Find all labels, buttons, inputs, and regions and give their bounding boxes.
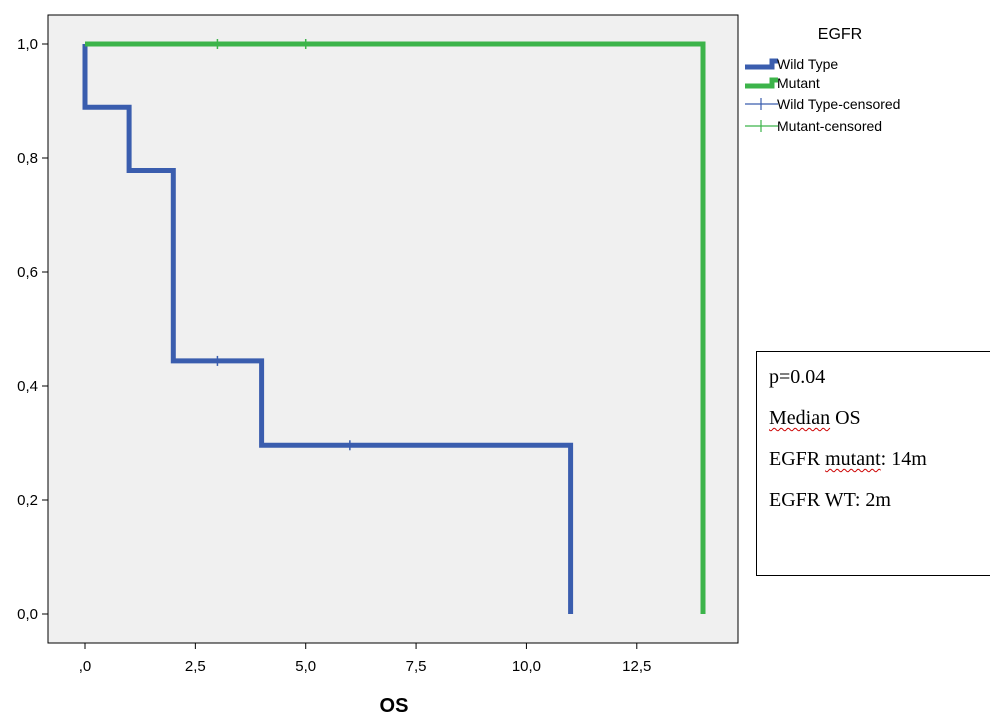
median-word: Median — [769, 407, 831, 429]
x-axis: ,0 2,5 5,0 7,5 10,0 12,5 — [79, 643, 651, 675]
wt-median-text: EGFR WT: 2m — [769, 489, 891, 511]
legend: EGFR Wild Type Mutant Wild Type-censored Mu… — [745, 26, 900, 134]
legend-label: Wild Type — [777, 56, 838, 72]
y-tick-label: 0,6 — [17, 264, 38, 281]
p-value-text: p=0.04 — [769, 366, 826, 388]
y-tick-label: 0,2 — [17, 492, 38, 509]
median-title-rest: OS — [835, 407, 861, 429]
mutant-median-text: EGFR mutant: 14m — [769, 448, 927, 471]
x-axis-title: OS — [380, 695, 409, 713]
legend-swatch — [745, 58, 778, 70]
x-tick-label: ,0 — [79, 658, 92, 675]
legend-entry: Wild Type — [745, 56, 838, 72]
legend-swatch — [745, 77, 778, 89]
x-tick-label: 7,5 — [406, 658, 427, 675]
x-tick-label: 10,0 — [512, 658, 541, 675]
x-tick-label: 5,0 — [295, 658, 316, 675]
series-line-mutant — [85, 41, 706, 614]
annotation-box: p=0.04 Median OS EGFR mutant: 14m EGFR W… — [756, 351, 990, 576]
plot-area — [47, 14, 739, 644]
y-tick-label: 0,4 — [17, 378, 38, 395]
legend-entry: Mutant — [745, 75, 820, 91]
y-tick-label: 1,0 — [17, 36, 38, 53]
median-title: Median OS — [769, 407, 861, 430]
legend-label: Mutant-censored — [777, 118, 882, 134]
series-layer — [82, 39, 706, 614]
legend-entry: Mutant-censored — [745, 118, 882, 134]
x-tick-label: 2,5 — [185, 658, 206, 675]
y-axis: 0,0 0,2 0,4 0,6 0,8 1,0 — [17, 36, 48, 623]
y-tick-label: 0,0 — [17, 606, 38, 623]
mutant-prefix: EGFR — [769, 448, 826, 470]
legend-title: EGFR — [818, 26, 862, 43]
legend-entry: Wild Type-censored — [745, 96, 900, 112]
series-line-wild-type — [82, 44, 574, 614]
x-tick-label: 12,5 — [622, 658, 651, 675]
legend-label: Wild Type-censored — [777, 96, 900, 112]
mutant-word: mutant — [825, 448, 881, 470]
y-tick-label: 0,8 — [17, 150, 38, 167]
mutant-suffix: : 14m — [880, 448, 927, 470]
legend-label: Mutant — [777, 75, 820, 91]
